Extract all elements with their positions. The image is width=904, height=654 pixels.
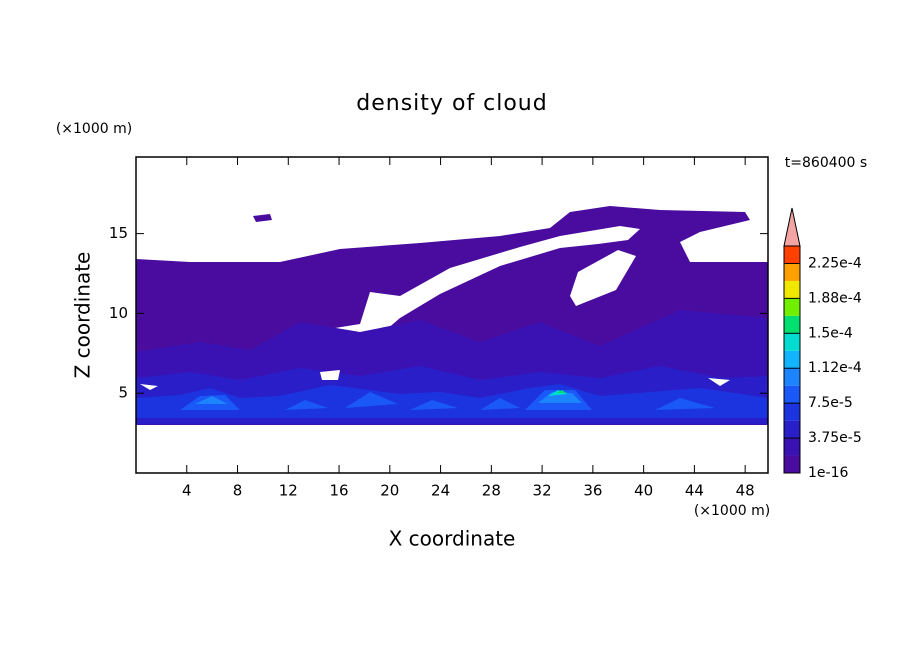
- y-axis-label: Z coordinate: [71, 252, 95, 379]
- x-tick-label: 16: [330, 482, 349, 500]
- colorbar-box: [784, 298, 800, 316]
- contour-region: [480, 398, 520, 410]
- x-tick-label: 36: [583, 482, 602, 500]
- x-tick-label: 20: [380, 482, 399, 500]
- y-unit: (×1000 m): [56, 121, 132, 137]
- colorbar-tick-label: 1.88e-4: [808, 290, 862, 306]
- y-tick-label: 5: [118, 384, 128, 402]
- contour-region: [538, 392, 582, 403]
- colorbar-box: [784, 333, 800, 351]
- colorbar-extend: [783, 207, 801, 247]
- contour-region: [410, 400, 458, 410]
- colorbar-tick-label: 2.25e-4: [808, 255, 862, 271]
- colorbar-box: [784, 368, 800, 386]
- x-axis-label: X coordinate: [389, 527, 516, 551]
- contour-region: [655, 398, 715, 410]
- x-tick-label: 32: [533, 482, 552, 500]
- x-tick-label: 28: [482, 482, 501, 500]
- contour-region: [556, 390, 566, 393]
- colorbar-box: [784, 246, 800, 264]
- x-tick-label: 44: [685, 482, 704, 500]
- contour-field: [136, 206, 768, 425]
- colorbar-box: [784, 420, 800, 439]
- colorbar-box: [784, 263, 800, 281]
- contour-region: [285, 400, 328, 410]
- contour-region: [195, 396, 228, 404]
- plot-frame: [135, 156, 769, 474]
- colorbar-box: [784, 350, 800, 369]
- x-unit: (×1000 m): [694, 503, 770, 519]
- colorbar-tick-label: 1.5e-4: [808, 325, 853, 341]
- colorbar-box: [784, 438, 800, 456]
- x-tick-label: 4: [182, 482, 192, 500]
- contour-gap: [320, 370, 340, 380]
- contour-gap: [570, 250, 636, 306]
- y-tick-label: 15: [109, 224, 128, 242]
- x-tick-label: 40: [634, 482, 653, 500]
- x-tick-label: 12: [279, 482, 298, 500]
- time-label: t=860400 s: [785, 155, 867, 171]
- colorbar-tick-label: 3.75e-5: [808, 430, 862, 446]
- colorbar-box: [784, 385, 800, 404]
- x-tick-label: 48: [736, 482, 755, 500]
- chart-title: density of cloud: [356, 91, 547, 116]
- x-tick-label: 24: [431, 482, 450, 500]
- colorbar-box: [784, 403, 800, 421]
- contour-region: [253, 214, 272, 222]
- x-tick-label: 8: [233, 482, 243, 500]
- y-tick-label: 10: [109, 304, 128, 322]
- colorbar-tick-label: 7.5e-5: [808, 395, 853, 411]
- colorbar-tick-label: 1.12e-4: [808, 360, 862, 376]
- colorbar-box: [784, 455, 800, 473]
- contour-gap: [140, 384, 158, 390]
- contour-gap: [708, 378, 730, 386]
- contour-gap: [335, 226, 640, 342]
- contour-region: [345, 392, 398, 408]
- colorbar-box: [784, 315, 800, 334]
- colorbar-tick-label: 1e-16: [808, 465, 848, 481]
- colorbar-box: [784, 280, 800, 299]
